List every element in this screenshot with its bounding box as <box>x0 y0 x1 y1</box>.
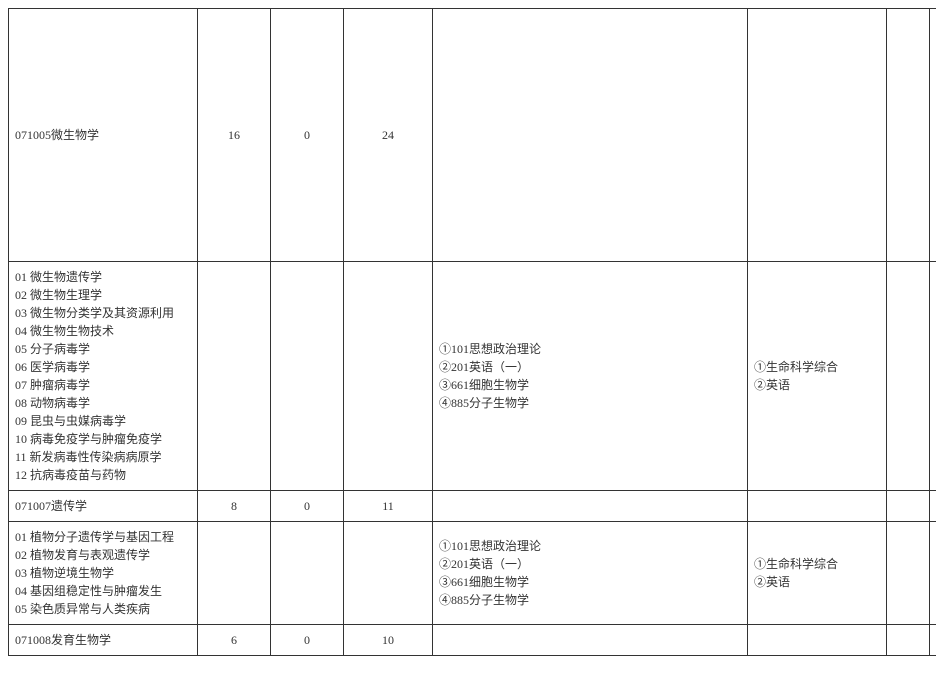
table-row: 01 植物分子遗传学与基因工程02 植物发育与表观遗传学03 植物逆境生物学04… <box>9 522 936 625</box>
cell-retest-subjects <box>748 491 887 522</box>
cell-num-a: 8 <box>198 491 271 522</box>
catalog-table: 071005微生物学 16 0 24 01-04方向为普通微生物学研究方向，统考… <box>8 8 936 656</box>
cell-directions-list: 01 微生物遗传学02 微生物生理学03 微生物分类学及其资源利用04 微生物生… <box>9 262 198 491</box>
cell-num-c: 24 <box>344 9 433 262</box>
cell-spacer <box>887 522 930 625</box>
cell-spacer <box>887 491 930 522</box>
cell-spacer <box>887 262 930 491</box>
cell-exam-subjects: ①101思想政治理论②201英语（一）③661细胞生物学④885分子生物学 <box>433 522 748 625</box>
cell-num-b <box>271 522 344 625</box>
cell-num-b <box>271 262 344 491</box>
table-body: 071005微生物学 16 0 24 01-04方向为普通微生物学研究方向，统考… <box>9 9 936 656</box>
cell-directions-list: 01 植物分子遗传学与基因工程02 植物发育与表观遗传学03 植物逆境生物学04… <box>9 522 198 625</box>
cell-exam-subjects: ①101思想政治理论②201英语（一）③661细胞生物学④885分子生物学 <box>433 262 748 491</box>
cell-num-a: 16 <box>198 9 271 262</box>
cell-num-a: 6 <box>198 625 271 656</box>
cell-num-a <box>198 522 271 625</box>
cell-num-b: 0 <box>271 9 344 262</box>
cell-retest-subjects <box>748 625 887 656</box>
cell-retest-subjects: ①生命科学综合②英语 <box>748 522 887 625</box>
cell-exam-subjects <box>433 491 748 522</box>
cell-remark <box>930 262 936 491</box>
cell-remark <box>930 625 936 656</box>
cell-exam-subjects <box>433 625 748 656</box>
table-row: 071007遗传学 8 0 11 <box>9 491 936 522</box>
cell-spacer <box>887 625 930 656</box>
cell-num-c: 11 <box>344 491 433 522</box>
cell-major-code: 071008发育生物学 <box>9 625 198 656</box>
cell-num-c: 10 <box>344 625 433 656</box>
cell-retest-subjects: ①生命科学综合②英语 <box>748 262 887 491</box>
table-row: 01 微生物遗传学02 微生物生理学03 微生物分类学及其资源利用04 微生物生… <box>9 262 936 491</box>
cell-retest-subjects <box>748 9 887 262</box>
cell-remark: 01-04方向为普通微生物学研究方向，统考招生计划7个，推免招生计划11个05-… <box>930 9 936 262</box>
cell-num-c <box>344 262 433 491</box>
cell-num-b: 0 <box>271 625 344 656</box>
cell-major-code: 071007遗传学 <box>9 491 198 522</box>
table-row: 071005微生物学 16 0 24 01-04方向为普通微生物学研究方向，统考… <box>9 9 936 262</box>
cell-major-code: 071005微生物学 <box>9 9 198 262</box>
table-row: 071008发育生物学 6 0 10 <box>9 625 936 656</box>
cell-num-c <box>344 522 433 625</box>
cell-remark <box>930 522 936 625</box>
cell-remark <box>930 491 936 522</box>
cell-num-a <box>198 262 271 491</box>
cell-spacer <box>887 9 930 262</box>
cell-num-b: 0 <box>271 491 344 522</box>
cell-exam-subjects <box>433 9 748 262</box>
